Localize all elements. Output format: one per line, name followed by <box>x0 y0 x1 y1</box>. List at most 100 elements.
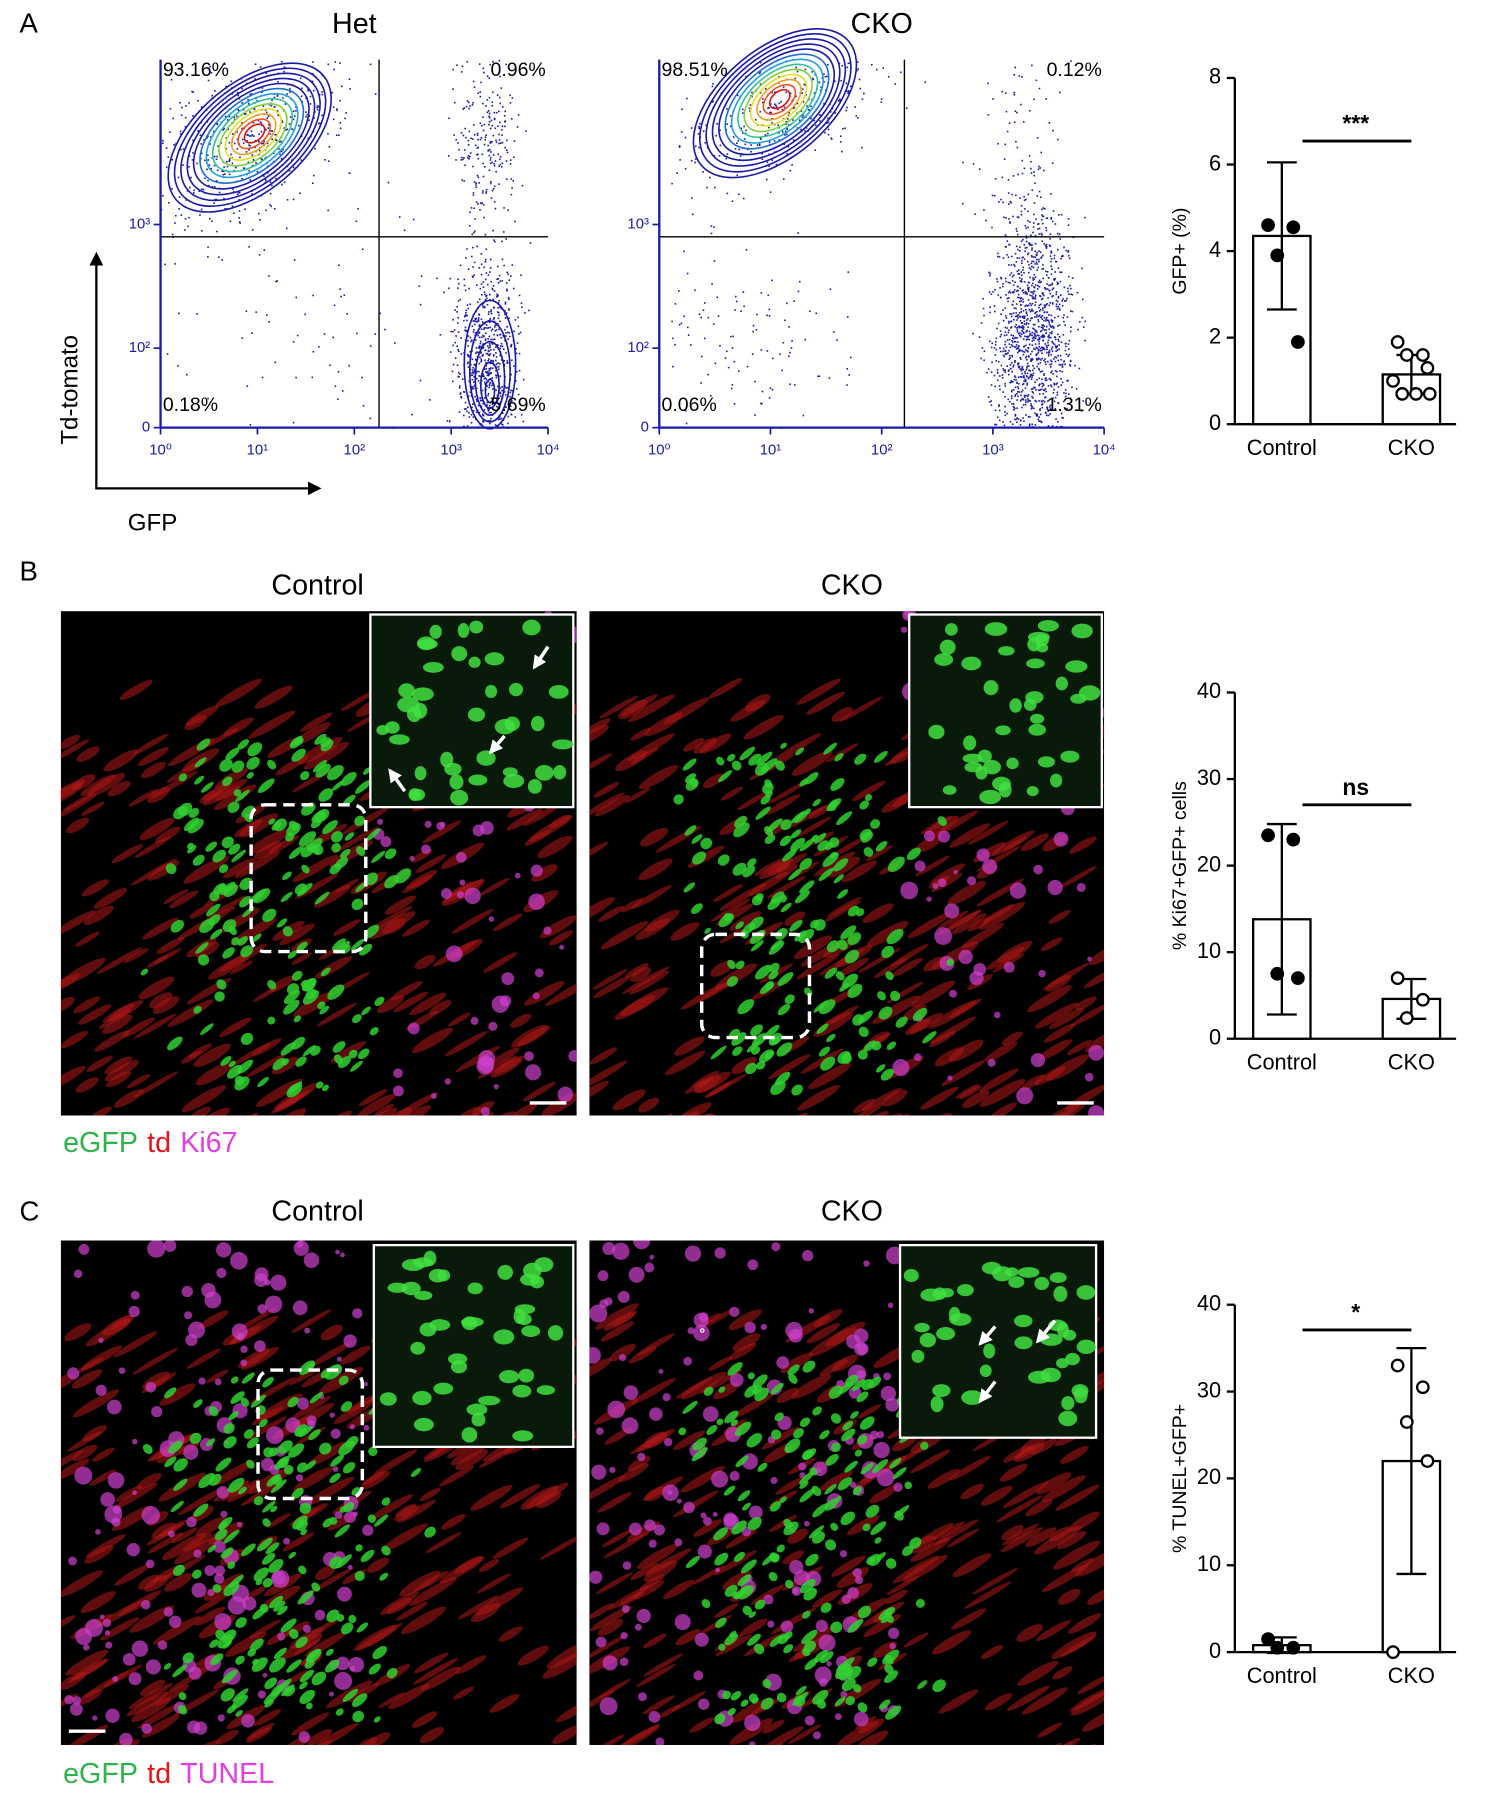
tissue <box>747 1372 755 1380</box>
tissue <box>381 1497 391 1506</box>
event-dot <box>477 153 479 156</box>
event-dot <box>231 93 233 95</box>
event-dot <box>470 339 473 341</box>
event-dot <box>456 364 459 367</box>
event-dot <box>1016 257 1019 259</box>
event-dot <box>743 125 745 128</box>
tissue <box>900 881 919 900</box>
tissue <box>124 948 149 963</box>
event-dot <box>241 337 244 339</box>
event-dot <box>834 80 836 83</box>
event-dot <box>1043 316 1046 319</box>
tissue <box>870 1521 887 1536</box>
tissue <box>170 1500 184 1513</box>
event-dot <box>284 103 287 105</box>
event-dot <box>1029 319 1031 322</box>
tissue <box>885 1589 908 1604</box>
tissue <box>168 1615 182 1628</box>
contour <box>484 378 496 404</box>
event-dot <box>1032 266 1035 269</box>
event-dot <box>473 230 476 233</box>
event-dot <box>419 303 422 306</box>
tissue <box>784 994 795 1005</box>
tissue <box>932 1679 946 1693</box>
event-dot <box>472 266 474 268</box>
contour <box>167 62 332 213</box>
tissue <box>248 1619 282 1639</box>
contour <box>474 340 506 416</box>
tissue <box>750 1045 761 1055</box>
event-dot <box>300 159 303 161</box>
tissue <box>67 1431 102 1452</box>
event-dot <box>485 297 488 300</box>
event-dot <box>781 131 784 133</box>
event-dot <box>488 271 491 273</box>
tissue <box>264 1295 283 1314</box>
event-dot <box>286 93 288 95</box>
tissue <box>478 1050 496 1067</box>
event-dot <box>473 274 475 276</box>
tissue <box>305 1648 322 1663</box>
tissue <box>666 1489 673 1496</box>
tissue <box>740 1699 749 1707</box>
tissue <box>708 1356 733 1371</box>
event-dot <box>1032 374 1034 377</box>
event-dot <box>1026 365 1029 368</box>
event-dot <box>1038 285 1041 288</box>
tissue <box>314 1609 326 1621</box>
event-dot <box>1031 291 1034 294</box>
tissue <box>603 1310 637 1331</box>
event-dot <box>1035 253 1038 256</box>
event-dot <box>245 151 248 153</box>
event-dot <box>489 63 492 66</box>
tissue <box>1055 1484 1100 1511</box>
event-dot <box>1033 367 1036 370</box>
tissue <box>283 999 300 1015</box>
event-dot <box>334 385 337 388</box>
tissue <box>292 1300 308 1316</box>
event-dot <box>989 306 991 308</box>
event-dot <box>1031 317 1033 319</box>
tissue <box>355 1544 363 1552</box>
tissue <box>788 867 803 881</box>
tissue <box>395 1503 417 1518</box>
event-dot <box>1056 345 1059 348</box>
event-dot <box>490 359 492 362</box>
tissue <box>885 1705 902 1720</box>
tissue <box>698 1698 710 1710</box>
event-dot <box>1065 345 1067 348</box>
tissue <box>168 1440 183 1454</box>
event-dot <box>269 192 272 195</box>
tissue <box>173 1478 188 1491</box>
event-dot <box>810 105 812 108</box>
event-dot <box>483 408 486 411</box>
contour <box>192 82 310 190</box>
event-dot <box>1059 238 1062 240</box>
inset-cell <box>461 1427 478 1443</box>
event-dot <box>818 114 821 116</box>
event-dot <box>1018 296 1020 299</box>
event-dot <box>466 304 469 306</box>
event-dot <box>278 141 281 143</box>
inset-cell <box>412 1390 432 1406</box>
event-dot <box>492 285 495 287</box>
event-dot <box>804 129 806 132</box>
event-dot <box>846 66 849 69</box>
tissue <box>374 1514 389 1527</box>
event-dot <box>475 377 478 380</box>
tissue <box>1053 1540 1101 1570</box>
event-dot <box>473 363 476 366</box>
tissue <box>719 928 744 944</box>
tissue <box>450 1443 487 1466</box>
event-dot <box>859 87 862 90</box>
tissue <box>274 1082 319 1110</box>
tissue <box>455 1655 487 1675</box>
event-dot <box>469 350 471 353</box>
tissue <box>864 794 873 801</box>
event-dot <box>520 414 523 416</box>
tissue <box>337 1056 351 1069</box>
tissue <box>142 1443 153 1455</box>
event-dot <box>1041 382 1043 385</box>
tissue <box>759 982 774 995</box>
